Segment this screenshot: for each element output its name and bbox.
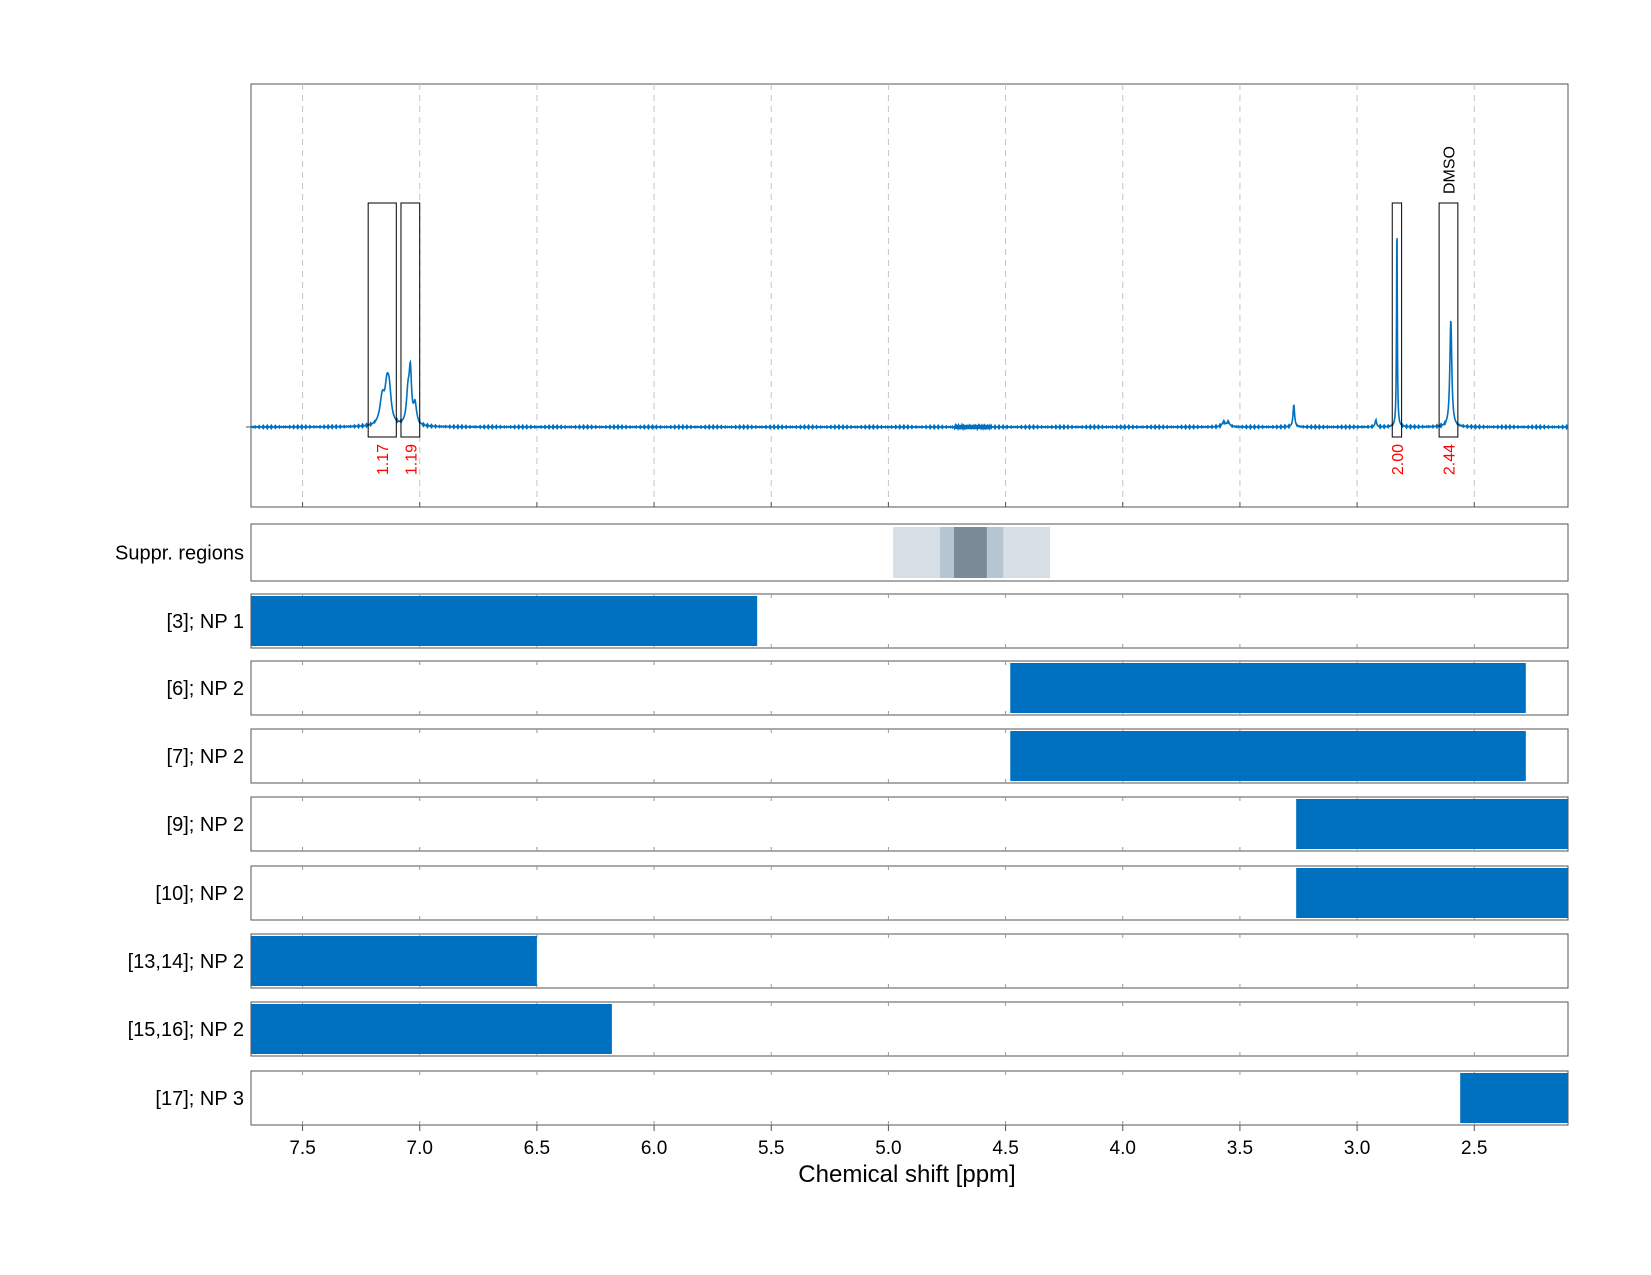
suppression-label: Suppr. regions <box>115 543 244 565</box>
assignment-bar <box>1010 663 1526 713</box>
x-tick-label: 5.5 <box>758 1138 784 1159</box>
x-tick-label: 6.0 <box>641 1138 667 1159</box>
row-label: [10]; NP 2 <box>155 883 244 905</box>
assignment-bar <box>251 936 537 986</box>
integral-box <box>1391 202 1403 438</box>
x-tick-label: 3.0 <box>1344 1138 1370 1159</box>
x-tick-label: 5.0 <box>875 1138 901 1159</box>
x-tick-label: 4.0 <box>1110 1138 1136 1159</box>
integral-label: 2.44 <box>1441 444 1458 475</box>
assignment-bar <box>1010 731 1526 781</box>
assignment-row: [13,14]; NP 2 <box>128 933 1569 989</box>
x-tick-label: 7.0 <box>407 1138 433 1159</box>
integral-box <box>1438 202 1459 438</box>
row-label: [17]; NP 3 <box>155 1088 244 1110</box>
assignment-row: [3]; NP 1 <box>167 593 1569 649</box>
assignment-row: [17]; NP 3 <box>155 1070 1569 1126</box>
x-tick-label: 2.5 <box>1461 1138 1487 1159</box>
row-label: [13,14]; NP 2 <box>128 951 244 973</box>
x-axis-title: Chemical shift [ppm] <box>798 1161 1015 1188</box>
assignment-row: [7]; NP 2 <box>167 728 1569 784</box>
x-tick-label: 3.5 <box>1227 1138 1253 1159</box>
assignment-bar <box>1460 1073 1568 1123</box>
assignment-row: [6]; NP 2 <box>167 660 1569 716</box>
assignment-bar <box>251 596 758 646</box>
suppression-panel: Suppr. regions <box>115 523 1569 582</box>
integral-label: 1.17 <box>375 444 392 475</box>
spectrum-frame <box>250 83 1569 508</box>
suppression-region <box>954 527 987 578</box>
row-label: [15,16]; NP 2 <box>128 1019 244 1041</box>
assignment-bar <box>1296 799 1568 849</box>
x-tick-label: 4.5 <box>992 1138 1018 1159</box>
assignment-row: [15,16]; NP 2 <box>128 1001 1569 1057</box>
x-tick-label: 6.5 <box>524 1138 550 1159</box>
assignment-rows: [3]; NP 1 [6]; NP 2 [7]; NP 2 [9]; NP 2 [10]… <box>128 593 1569 1126</box>
row-label: [9]; NP 2 <box>167 814 244 836</box>
assignment-bar <box>251 1004 612 1054</box>
assignment-row: [9]; NP 2 <box>167 796 1569 852</box>
assignment-bar <box>1296 868 1568 918</box>
row-frame <box>250 1070 1569 1126</box>
integral-label: 1.19 <box>403 444 420 475</box>
assignment-row: [10]; NP 2 <box>155 865 1569 921</box>
spectrum-line <box>250 238 1569 432</box>
x-axis: 7.5 7.0 6.5 6.0 5.5 5.0 4.5 4.0 3.5 3.0 2.5 <box>289 1125 1487 1159</box>
integral-label: 2.00 <box>1390 444 1407 475</box>
row-label: [7]; NP 2 <box>167 746 244 768</box>
spectrum-panel: 1.17 1.19 2.00 2.44 DMSO <box>246 83 1569 508</box>
row-label: [3]; NP 1 <box>167 611 244 633</box>
row-label: [6]; NP 2 <box>167 678 244 700</box>
x-tick-label: 7.5 <box>289 1138 315 1159</box>
peak-label: DMSO <box>1441 146 1458 194</box>
integral-box <box>400 202 421 438</box>
integral-box <box>367 202 397 438</box>
